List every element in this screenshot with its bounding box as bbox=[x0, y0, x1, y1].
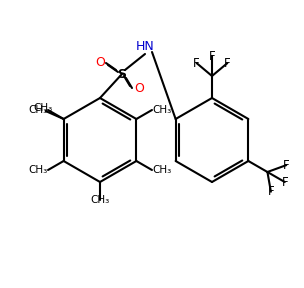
Text: HN: HN bbox=[136, 41, 154, 54]
Text: O: O bbox=[95, 56, 105, 69]
Text: S: S bbox=[118, 67, 126, 81]
Text: CH₃: CH₃ bbox=[29, 165, 48, 175]
Text: CH₃: CH₃ bbox=[152, 165, 171, 175]
Text: CH₃: CH₃ bbox=[33, 103, 52, 113]
Text: F: F bbox=[224, 57, 231, 70]
Text: CH₃: CH₃ bbox=[29, 105, 48, 115]
Text: CH₃: CH₃ bbox=[90, 195, 110, 205]
Text: F: F bbox=[209, 50, 215, 62]
Text: F: F bbox=[268, 185, 274, 198]
Text: O: O bbox=[134, 82, 144, 96]
Text: CH₃: CH₃ bbox=[152, 105, 171, 115]
Text: F: F bbox=[193, 57, 200, 70]
Text: F: F bbox=[282, 175, 288, 189]
Text: F: F bbox=[283, 159, 289, 172]
